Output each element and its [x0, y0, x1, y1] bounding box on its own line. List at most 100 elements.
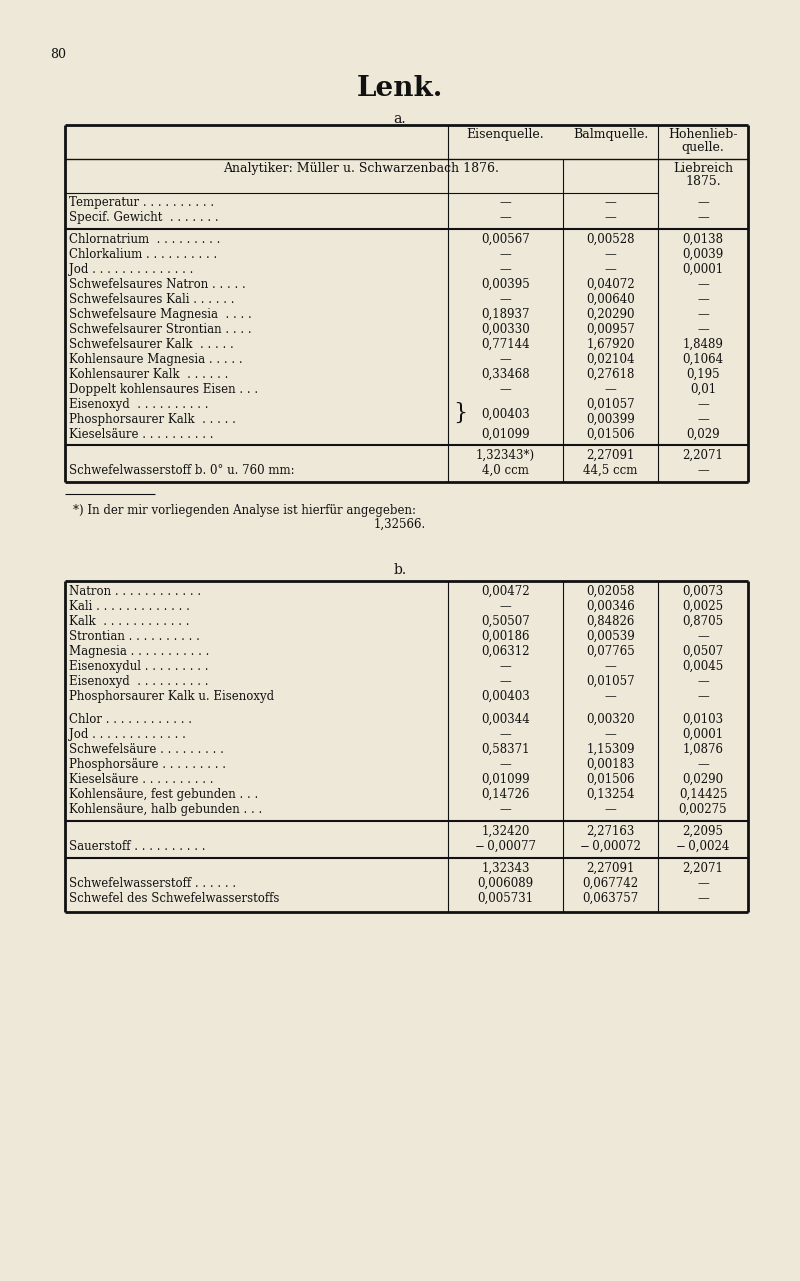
Text: —: —	[697, 892, 709, 904]
Text: Kohlensaurer Kalk  . . . . . .: Kohlensaurer Kalk . . . . . .	[69, 368, 228, 380]
Text: Natron . . . . . . . . . . . .: Natron . . . . . . . . . . . .	[69, 585, 201, 598]
Text: 0,0507: 0,0507	[682, 646, 724, 658]
Text: 0,0073: 0,0073	[682, 585, 724, 598]
Text: Analytiker: Müller u. Schwarzenbach 1876.: Analytiker: Müller u. Schwarzenbach 1876…	[223, 161, 499, 175]
Text: —: —	[697, 211, 709, 224]
Text: —: —	[500, 600, 511, 614]
Text: 0,063757: 0,063757	[582, 892, 638, 904]
Text: 2,2095: 2,2095	[682, 825, 723, 838]
Text: Eisenoxydul . . . . . . . . .: Eisenoxydul . . . . . . . . .	[69, 660, 209, 673]
Text: Magnesia . . . . . . . . . . .: Magnesia . . . . . . . . . . .	[69, 646, 210, 658]
Text: 0,84826: 0,84826	[586, 615, 634, 628]
Text: Schwefelwasserstoff b. 0° u. 760 mm:: Schwefelwasserstoff b. 0° u. 760 mm:	[69, 464, 294, 477]
Text: —: —	[605, 660, 616, 673]
Text: 0,8705: 0,8705	[682, 615, 723, 628]
Text: —: —	[605, 211, 616, 224]
Text: 0,00528: 0,00528	[586, 233, 634, 246]
Text: 0,14726: 0,14726	[482, 788, 530, 801]
Text: —: —	[500, 354, 511, 366]
Text: —: —	[500, 293, 511, 306]
Text: quelle.: quelle.	[682, 141, 724, 154]
Text: 0,006089: 0,006089	[478, 877, 534, 890]
Text: 0,0045: 0,0045	[682, 660, 724, 673]
Text: Phosphorsaurer Kalk u. Eisenoxyd: Phosphorsaurer Kalk u. Eisenoxyd	[69, 690, 274, 703]
Text: a.: a.	[394, 111, 406, 126]
Text: —: —	[697, 323, 709, 336]
Text: Liebreich: Liebreich	[673, 161, 733, 175]
Text: − 0,0024: − 0,0024	[676, 840, 730, 853]
Text: 1,32420: 1,32420	[482, 825, 530, 838]
Text: —: —	[605, 728, 616, 740]
Text: 0,18937: 0,18937	[482, 307, 530, 322]
Text: 0,00472: 0,00472	[481, 585, 530, 598]
Text: 0,00330: 0,00330	[481, 323, 530, 336]
Text: 44,5 ccm: 44,5 ccm	[583, 464, 638, 477]
Text: 0,01057: 0,01057	[586, 398, 635, 411]
Text: Kieselsäure . . . . . . . . . .: Kieselsäure . . . . . . . . . .	[69, 428, 214, 441]
Text: − 0,00072: − 0,00072	[580, 840, 641, 853]
Text: 0,02104: 0,02104	[586, 354, 634, 366]
Text: —: —	[500, 263, 511, 275]
Text: 0,0103: 0,0103	[682, 714, 723, 726]
Text: 0,50507: 0,50507	[481, 615, 530, 628]
Text: 0,04072: 0,04072	[586, 278, 635, 291]
Text: 0,00346: 0,00346	[586, 600, 635, 614]
Text: b.: b.	[394, 564, 406, 576]
Text: 0,0290: 0,0290	[682, 772, 723, 787]
Text: 0,13254: 0,13254	[586, 788, 634, 801]
Text: —: —	[605, 263, 616, 275]
Text: —: —	[697, 307, 709, 322]
Text: Temperatur . . . . . . . . . .: Temperatur . . . . . . . . . .	[69, 196, 214, 209]
Text: Strontian . . . . . . . . . .: Strontian . . . . . . . . . .	[69, 630, 200, 643]
Text: Schwefelsäure . . . . . . . . .: Schwefelsäure . . . . . . . . .	[69, 743, 224, 756]
Text: 0,06312: 0,06312	[482, 646, 530, 658]
Text: 0,14425: 0,14425	[678, 788, 727, 801]
Text: 0,00399: 0,00399	[586, 412, 635, 427]
Text: Schwefelsaures Kali . . . . . .: Schwefelsaures Kali . . . . . .	[69, 293, 234, 306]
Text: 0,00567: 0,00567	[481, 233, 530, 246]
Text: —: —	[697, 196, 709, 209]
Text: —: —	[697, 293, 709, 306]
Text: —: —	[500, 803, 511, 816]
Text: —: —	[697, 675, 709, 688]
Text: 0,067742: 0,067742	[582, 877, 638, 890]
Text: Doppelt kohlensaures Eisen . . .: Doppelt kohlensaures Eisen . . .	[69, 383, 258, 396]
Text: Hohenlieb-: Hohenlieb-	[668, 128, 738, 141]
Text: —: —	[605, 383, 616, 396]
Text: Phosphorsäure . . . . . . . . .: Phosphorsäure . . . . . . . . .	[69, 758, 226, 771]
Text: Schwefelwasserstoff . . . . . .: Schwefelwasserstoff . . . . . .	[69, 877, 236, 890]
Text: 2,27163: 2,27163	[586, 825, 634, 838]
Text: —: —	[500, 249, 511, 261]
Text: —: —	[500, 383, 511, 396]
Text: 0,00320: 0,00320	[586, 714, 635, 726]
Text: 2,2071: 2,2071	[682, 450, 723, 462]
Text: —: —	[697, 758, 709, 771]
Text: 1,32566.: 1,32566.	[374, 518, 426, 532]
Text: Schwefelsaure Magnesia  . . . .: Schwefelsaure Magnesia . . . .	[69, 307, 252, 322]
Text: 1,32343*): 1,32343*)	[476, 450, 535, 462]
Text: Kali . . . . . . . . . . . . .: Kali . . . . . . . . . . . . .	[69, 600, 190, 614]
Text: —: —	[697, 877, 709, 890]
Text: 0,01099: 0,01099	[481, 428, 530, 441]
Text: —: —	[697, 398, 709, 411]
Text: —: —	[500, 758, 511, 771]
Text: 0,0001: 0,0001	[682, 263, 723, 275]
Text: Chlornatrium  . . . . . . . . .: Chlornatrium . . . . . . . . .	[69, 233, 220, 246]
Text: 2,27091: 2,27091	[586, 862, 634, 875]
Text: 0,005731: 0,005731	[478, 892, 534, 904]
Text: Schwefelsaures Natron . . . . .: Schwefelsaures Natron . . . . .	[69, 278, 246, 291]
Text: 0,01057: 0,01057	[586, 675, 635, 688]
Text: —: —	[697, 412, 709, 427]
Text: —: —	[605, 249, 616, 261]
Text: Kohlensaure Magnesia . . . . .: Kohlensaure Magnesia . . . . .	[69, 354, 242, 366]
Text: Chlorkalium . . . . . . . . . .: Chlorkalium . . . . . . . . . .	[69, 249, 218, 261]
Text: Specif. Gewicht  . . . . . . .: Specif. Gewicht . . . . . . .	[69, 211, 218, 224]
Text: —: —	[500, 660, 511, 673]
Text: Phosphorsaurer Kalk  . . . . .: Phosphorsaurer Kalk . . . . .	[69, 412, 236, 427]
Text: 0,00344: 0,00344	[481, 714, 530, 726]
Text: Eisenquelle.: Eisenquelle.	[466, 128, 544, 141]
Text: Schwefelsaurer Strontian . . . .: Schwefelsaurer Strontian . . . .	[69, 323, 252, 336]
Text: Jod . . . . . . . . . . . . . .: Jod . . . . . . . . . . . . . .	[69, 263, 194, 275]
Text: Sauerstoff . . . . . . . . . .: Sauerstoff . . . . . . . . . .	[69, 840, 206, 853]
Text: 0,0025: 0,0025	[682, 600, 723, 614]
